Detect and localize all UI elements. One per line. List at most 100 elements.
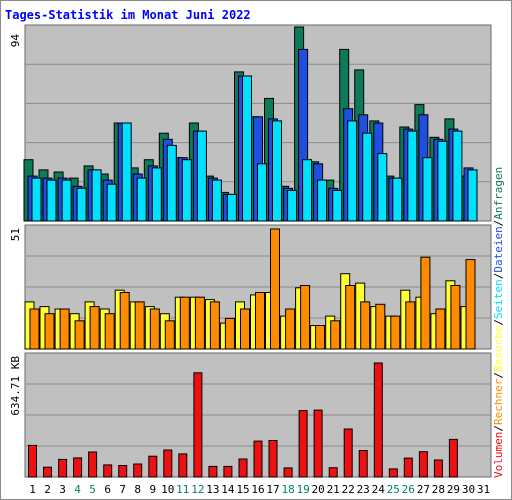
bar-volumen-day-27 (418, 451, 428, 478)
bar-seiten-day-25 (392, 177, 403, 222)
bar-volumen-day-16 (253, 440, 263, 478)
bar-rechner-day-11 (179, 296, 190, 350)
bar-volumen-day-13 (208, 465, 218, 478)
day-label: 31 (477, 483, 490, 496)
day-label: 27 (417, 483, 430, 496)
bar-volumen-day-6 (103, 464, 113, 478)
bar-seiten-day-15 (242, 75, 252, 222)
legend: Volumen/Rechner/Besuche/Seiten/Dateien/A… (492, 167, 505, 478)
day-label-row: 1 2 3 4 5 6 7 8 9 10 11 12 13 14 15 16 17 18 19 20 21 22 23 24 2… (29, 483, 490, 496)
chart-panel-2 (24, 224, 492, 350)
bar-rechner-day-28 (435, 308, 446, 350)
bar-volumen-day-19 (298, 410, 308, 478)
bar-seiten-day-13 (211, 179, 222, 222)
bar-rechner-day-30 (465, 259, 476, 350)
legend-entry-rechner: Rechner (492, 378, 505, 425)
day-label: 28 (432, 483, 445, 496)
bar-volumen-day-21 (328, 467, 338, 478)
bar-seiten-day-4 (76, 187, 87, 222)
bar-seiten-day-5 (91, 169, 102, 222)
chart-panel-3 (24, 352, 492, 478)
day-label: 5 (89, 483, 96, 496)
bar-volumen-day-11 (178, 453, 188, 478)
bar-volumen-day-9 (148, 455, 158, 478)
bar-volumen-day-28 (433, 459, 443, 478)
day-label: 20 (311, 483, 324, 496)
bar-rechner-day-15 (240, 308, 250, 350)
bar-rechner-day-7 (119, 292, 130, 350)
bar-rechner-day-5 (89, 306, 100, 350)
bar-rechner-day-21 (330, 320, 341, 350)
day-label: 1 (29, 483, 36, 496)
day-label: 2 (44, 483, 51, 496)
day-label: 6 (104, 483, 111, 496)
top-y-max-label: 94 (9, 34, 22, 48)
bar-seiten-day-28 (437, 140, 448, 222)
bar-volumen-day-12 (193, 372, 203, 478)
bar-rechner-day-13 (209, 301, 220, 350)
bar-seiten-day-10 (166, 144, 177, 222)
day-label: 24 (372, 483, 386, 496)
day-label: 18 (281, 483, 294, 496)
day-label: 22 (342, 483, 355, 496)
bar-seiten-day-22 (347, 120, 358, 222)
bar-volumen-day-10 (163, 449, 173, 478)
bar-seiten-day-26 (407, 130, 418, 222)
bar-seiten-day-2 (46, 179, 57, 222)
bar-rechner-day-24 (375, 303, 386, 350)
bar-rechner-day-8 (134, 301, 145, 350)
day-label: 17 (266, 483, 279, 496)
bar-volumen-day-3 (58, 458, 68, 478)
bar-volumen-day-18 (283, 467, 293, 478)
day-label: 16 (251, 483, 264, 496)
day-label: 11 (176, 483, 189, 496)
day-label: 23 (357, 483, 370, 496)
day-label: 4 (74, 483, 81, 496)
bar-seiten-day-21 (332, 189, 343, 222)
bar-seiten-day-3 (61, 179, 72, 222)
bar-rechner-day-2 (44, 313, 55, 350)
bar-volumen-day-14 (223, 465, 233, 478)
day-label: 10 (161, 483, 174, 496)
legend-separator: / (492, 425, 505, 432)
day-label: 30 (462, 483, 475, 496)
bar-volumen-day-25 (388, 468, 398, 478)
bar-seiten-day-29 (452, 130, 463, 222)
legend-entry-anfragen: Anfragen (492, 167, 505, 220)
bar-volumen-day-23 (358, 450, 368, 478)
bar-rechner-day-1 (29, 308, 40, 350)
bar-rechner-day-4 (74, 320, 85, 350)
bar-rechner-day-26 (405, 301, 416, 350)
bar-volumen-day-17 (268, 440, 278, 478)
bar-rechner-day-10 (164, 320, 175, 350)
bar-seiten-day-8 (136, 177, 147, 222)
chart-title: Tages-Statistik im Monat Juni 2022 (5, 8, 251, 22)
legend-entry-volumen: Volumen (492, 432, 505, 478)
bar-volumen-day-1 (28, 444, 37, 478)
day-label: 13 (206, 483, 219, 496)
bar-volumen-day-8 (133, 463, 143, 478)
bar-seiten-day-17 (272, 120, 282, 222)
bar-seiten-day-27 (422, 157, 433, 222)
legend-entry-dateien: Dateien (492, 226, 505, 272)
bar-seiten-day-23 (362, 132, 373, 222)
bar-rechner-day-16 (255, 292, 265, 350)
bar-seiten-day-6 (106, 183, 117, 222)
middle-y-max-label: 51 (9, 228, 22, 241)
bar-rechner-day-14 (224, 317, 235, 350)
bar-rechner-day-22 (345, 285, 356, 350)
bar-rechner-day-19 (300, 285, 311, 350)
bar-seiten-day-16 (257, 163, 267, 222)
bar-rechner-day-25 (390, 315, 401, 350)
bar-volumen-day-2 (43, 466, 52, 478)
bar-seiten-day-14 (226, 193, 237, 222)
day-label: 29 (447, 483, 460, 496)
day-label: 9 (149, 483, 156, 496)
day-label: 19 (296, 483, 309, 496)
legend-separator: / (492, 372, 505, 379)
chart-panels (23, 24, 492, 478)
bar-volumen-day-15 (238, 458, 248, 478)
day-label: 21 (327, 483, 340, 496)
legend-separator: / (492, 273, 505, 280)
bar-rechner-day-27 (420, 256, 431, 350)
